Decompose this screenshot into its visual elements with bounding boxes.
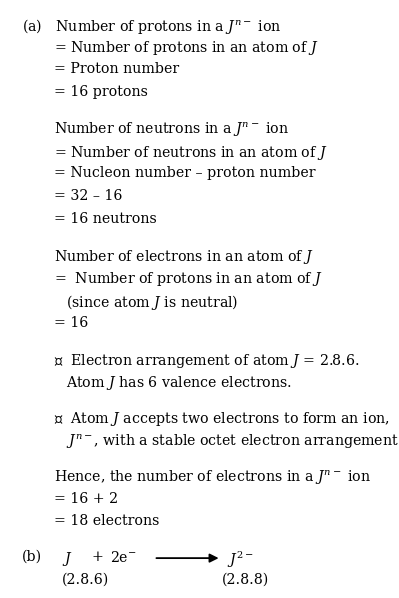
Text: (b): (b) <box>22 550 42 564</box>
Text: = 16: = 16 <box>54 316 88 329</box>
Text: = Number of neutrons in an atom of $J$: = Number of neutrons in an atom of $J$ <box>54 144 327 161</box>
Text: = 32 – 16: = 32 – 16 <box>54 189 122 203</box>
Text: ∴  Electron arrangement of atom $J$ = 2.8.6.: ∴ Electron arrangement of atom $J$ = 2.8… <box>54 352 359 370</box>
Text: = 16 neutrons: = 16 neutrons <box>54 212 157 225</box>
Text: Number of neutrons in a $J^{n-}$ ion: Number of neutrons in a $J^{n-}$ ion <box>54 121 289 139</box>
Text: $+$: $+$ <box>91 550 103 564</box>
Text: = Nucleon number – proton number: = Nucleon number – proton number <box>54 166 315 180</box>
Text: Hence, the number of electrons in a $J^{n-}$ ion: Hence, the number of electrons in a $J^{… <box>54 469 371 487</box>
Text: (2.8.8): (2.8.8) <box>221 573 269 587</box>
Text: (a) Number of protons in a $J^{n-}$ ion: (a) Number of protons in a $J^{n-}$ ion <box>22 17 281 36</box>
Text: Number of electrons in an atom of $J$: Number of electrons in an atom of $J$ <box>54 248 314 266</box>
Text: (2.8.6): (2.8.6) <box>62 573 109 587</box>
Text: $J$: $J$ <box>62 550 73 568</box>
Text: = 16 protons: = 16 protons <box>54 85 148 99</box>
Text: $J^{2-}$: $J^{2-}$ <box>227 550 254 570</box>
Text: = 18 electrons: = 18 electrons <box>54 514 159 528</box>
Text: = Proton number: = Proton number <box>54 62 179 76</box>
Text: $2\mathrm{e}^{-}$: $2\mathrm{e}^{-}$ <box>110 550 136 565</box>
Text: Atom $J$ has 6 valence electrons.: Atom $J$ has 6 valence electrons. <box>66 374 292 392</box>
Text: (since atom $J$ is neutral): (since atom $J$ is neutral) <box>66 293 238 312</box>
Text: =  Number of protons in an atom of $J$: = Number of protons in an atom of $J$ <box>54 270 323 288</box>
Text: = Number of protons in an atom of $J$: = Number of protons in an atom of $J$ <box>54 39 318 57</box>
Text: = 16 + 2: = 16 + 2 <box>54 492 118 505</box>
Text: $J^{n-}$, with a stable octet electron arrangement.: $J^{n-}$, with a stable octet electron a… <box>66 433 399 451</box>
Text: ∴  Atom $J$ accepts two electrons to form an ion,: ∴ Atom $J$ accepts two electrons to form… <box>54 410 390 428</box>
